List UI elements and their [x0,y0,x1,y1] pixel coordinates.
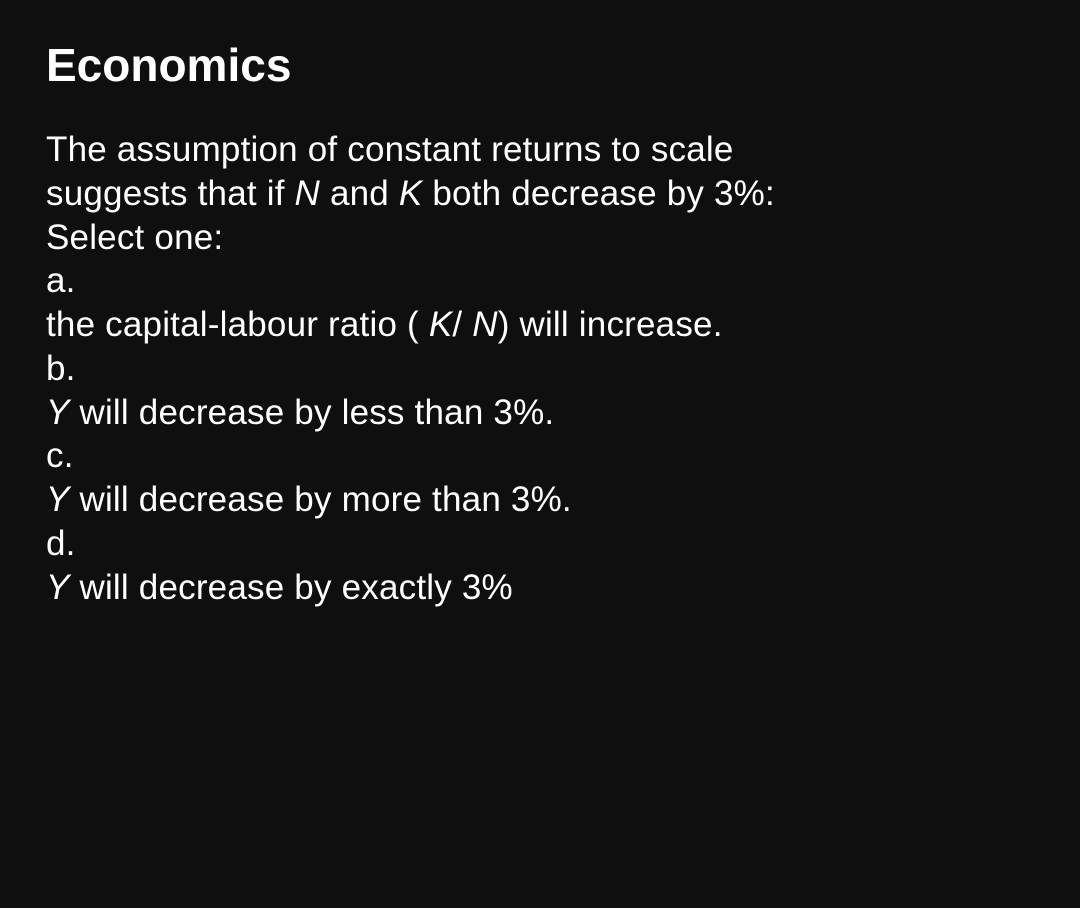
option-a-label: a. [46,259,1034,303]
option-d-text: Y will decrease by exactly 3% [46,566,1034,610]
option-b[interactable]: b. Y will decrease by less than 3%. [46,347,1034,435]
question-line2-part3: both decrease by 3%: [422,174,774,213]
select-one-label: Select one: [46,218,223,257]
option-b-text: Y will decrease by less than 3%. [46,391,1034,435]
question-line2-part2: and [320,174,399,213]
question-var-n: N [295,174,320,213]
option-d[interactable]: d. Y will decrease by exactly 3% [46,522,1034,610]
option-a-var-k: K [429,305,453,344]
option-b-var-y: Y [46,393,70,432]
option-a-text: the capital-labour ratio ( K/ N) will in… [46,303,1034,347]
option-c-var-y: Y [46,480,70,519]
option-b-label: b. [46,347,1034,391]
question-text: The assumption of constant returns to sc… [46,128,1034,259]
page-title: Economics [46,38,1034,92]
question-line2-part1: suggests that if [46,174,295,213]
option-c[interactable]: c. Y will decrease by more than 3%. [46,434,1034,522]
question-line1: The assumption of constant returns to sc… [46,130,734,169]
option-c-text: Y will decrease by more than 3%. [46,478,1034,522]
option-a-var-n: N [472,305,497,344]
option-a[interactable]: a. the capital-labour ratio ( K/ N) will… [46,259,1034,347]
question-var-k: K [399,174,423,213]
option-d-var-y: Y [46,568,70,607]
option-c-label: c. [46,434,1034,478]
option-d-label: d. [46,522,1034,566]
